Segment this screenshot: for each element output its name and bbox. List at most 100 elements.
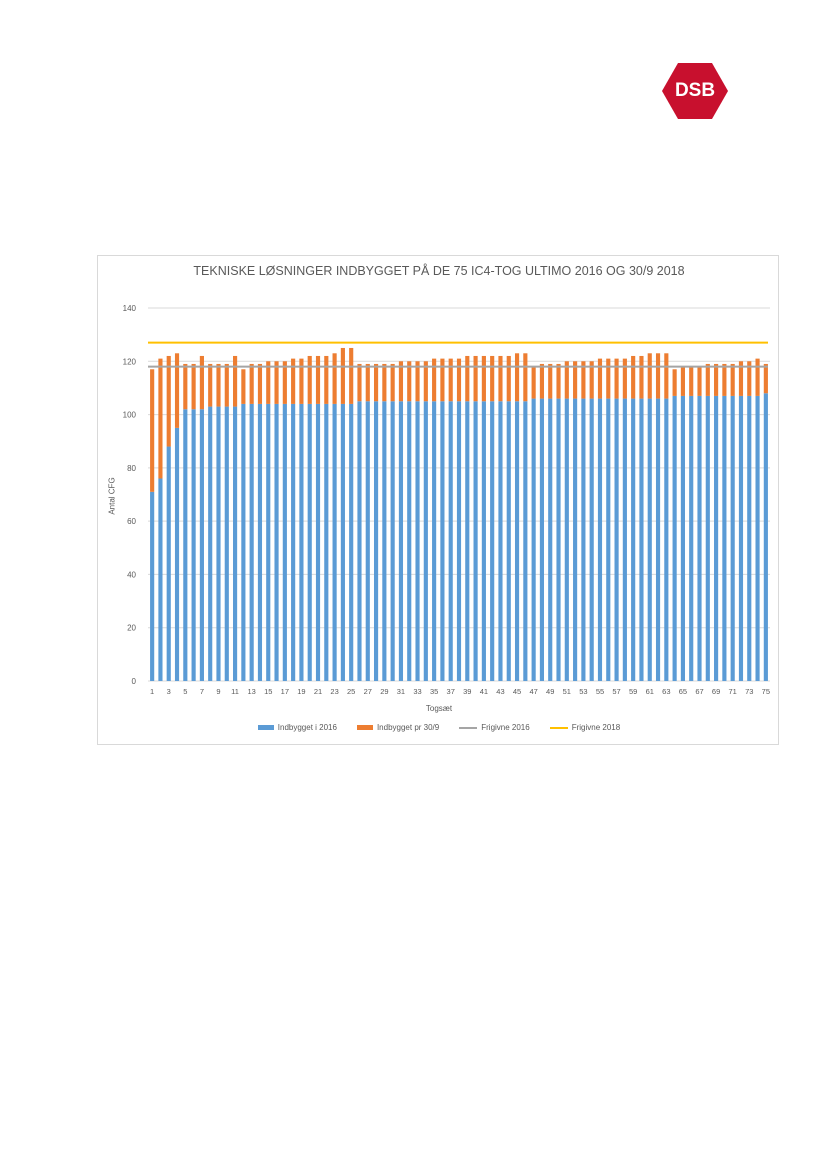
x-tick-label: 23 <box>330 687 338 696</box>
y-tick-label: 20 <box>127 624 136 633</box>
bar-2016 <box>307 403 312 681</box>
bar-30-9 <box>697 366 702 396</box>
bar-30-9 <box>498 355 503 402</box>
bar-2016 <box>465 401 470 681</box>
bar-30-9 <box>233 355 238 407</box>
bar-30-9 <box>672 369 677 396</box>
bar-30-9 <box>266 361 271 404</box>
bar-30-9 <box>622 358 627 399</box>
legend-swatch-frigivne-2018 <box>549 726 568 729</box>
bar-2016 <box>581 398 586 681</box>
legend-item-30-9: Indbygget pr 30/9 <box>356 723 439 732</box>
logo-hexagon-icon <box>662 63 728 119</box>
legend-label-frigivne-2018: Frigivne 2018 <box>571 723 621 732</box>
bar-2016 <box>440 401 445 681</box>
bar-2016 <box>423 401 428 681</box>
bar-30-9 <box>249 363 254 404</box>
bar-2016 <box>373 401 379 681</box>
bar-30-9 <box>365 363 370 402</box>
bar-2016 <box>324 403 329 681</box>
y-tick-label: 100 <box>123 411 137 420</box>
bar-30-9 <box>664 353 669 399</box>
bar-30-9 <box>655 353 661 399</box>
bar-2016 <box>282 403 287 681</box>
y-tick-label: 80 <box>127 464 136 473</box>
bar-2016 <box>763 393 768 681</box>
bar-30-9 <box>423 361 428 402</box>
bar-30-9 <box>631 355 636 399</box>
bar-2016 <box>548 398 553 681</box>
bar-30-9 <box>415 361 420 402</box>
bar-2016 <box>730 395 735 681</box>
x-tick-label: 71 <box>729 687 737 696</box>
bar-2016 <box>680 395 685 681</box>
x-tick-label: 61 <box>646 687 654 696</box>
bar-30-9 <box>274 361 279 404</box>
bar-30-9 <box>432 358 437 402</box>
bar-2016 <box>183 409 188 681</box>
bar-30-9 <box>722 363 727 396</box>
bar-2016 <box>174 427 180 681</box>
x-tick-label: 33 <box>413 687 421 696</box>
bar-30-9 <box>763 363 768 394</box>
bar-30-9 <box>291 358 296 404</box>
bar-30-9 <box>307 355 312 404</box>
x-tick-label: 29 <box>380 687 388 696</box>
y-axis-label-wrap: Antal CFG <box>102 456 122 536</box>
bar-30-9 <box>448 358 453 402</box>
y-tick-label: 120 <box>123 357 137 366</box>
bar-30-9 <box>738 361 744 396</box>
x-tick-label: 57 <box>612 687 620 696</box>
bar-2016 <box>697 395 702 681</box>
bar-30-9 <box>597 358 603 399</box>
bar-2016 <box>631 398 636 681</box>
bar-2016 <box>208 406 213 681</box>
bar-30-9 <box>506 355 511 402</box>
bar-30-9 <box>714 363 719 396</box>
x-tick-label: 59 <box>629 687 637 696</box>
legend-item-frigivne-2018: Frigivne 2018 <box>549 723 621 732</box>
bar-2016 <box>714 395 719 681</box>
bar-2016 <box>705 395 710 681</box>
bar-2016 <box>299 403 304 681</box>
chart-legend: Indbygget i 2016 Indbygget pr 30/9 Frigi… <box>98 723 780 732</box>
bar-2016 <box>622 398 627 681</box>
bar-2016 <box>738 395 744 681</box>
bar-2016 <box>655 398 661 681</box>
legend-label-frigivne-2016: Frigivne 2016 <box>481 723 530 732</box>
bar-30-9 <box>357 363 362 402</box>
bar-30-9 <box>755 358 760 396</box>
bar-30-9 <box>589 361 594 399</box>
x-axis-label: Togsæt <box>425 704 453 713</box>
bar-30-9 <box>465 355 470 402</box>
x-tick-label: 73 <box>745 687 753 696</box>
bar-30-9 <box>257 363 263 404</box>
bar-2016 <box>539 398 545 681</box>
bar-2016 <box>390 401 395 681</box>
bar-2016 <box>150 491 155 681</box>
bar-30-9 <box>241 369 246 404</box>
x-tick-label: 5 <box>183 687 187 696</box>
legend-label-2016: Indbygget i 2016 <box>277 723 337 732</box>
bar-2016 <box>233 406 238 681</box>
bar-2016 <box>689 395 694 681</box>
bar-2016 <box>481 401 486 681</box>
bar-30-9 <box>548 363 553 399</box>
bar-30-9 <box>324 355 329 404</box>
bar-30-9 <box>332 353 337 404</box>
x-tick-label: 13 <box>247 687 255 696</box>
bar-30-9 <box>680 366 685 396</box>
chart-container: TEKNISKE LØSNINGER INDBYGGET PÅ DE 75 IC… <box>97 255 779 745</box>
x-tick-label: 67 <box>695 687 703 696</box>
bar-2016 <box>639 398 644 681</box>
y-tick-label: 60 <box>127 517 136 526</box>
bar-2016 <box>191 409 196 681</box>
bar-30-9 <box>639 355 644 399</box>
x-tick-label: 19 <box>297 687 305 696</box>
bar-2016 <box>357 401 362 681</box>
bar-2016 <box>216 406 221 681</box>
legend-swatch-frigivne-2016 <box>459 726 478 729</box>
x-tick-label: 53 <box>579 687 587 696</box>
bar-2016 <box>755 395 760 681</box>
